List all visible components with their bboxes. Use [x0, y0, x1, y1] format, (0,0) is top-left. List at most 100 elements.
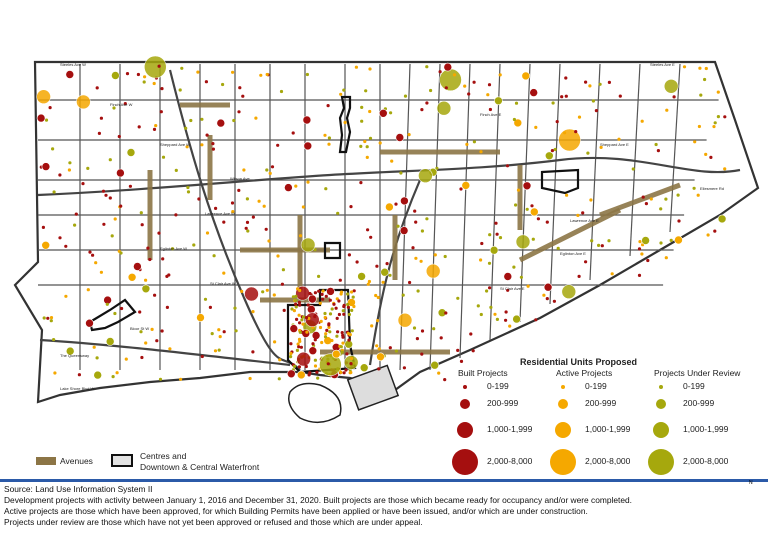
active-project-marker — [433, 253, 437, 257]
legend-range-label: 2,000-8,000 — [683, 456, 729, 466]
active-project-marker — [370, 324, 374, 328]
legend-marker — [558, 399, 568, 409]
review-project-marker — [435, 166, 439, 170]
built-project-marker — [137, 125, 141, 129]
review-project-marker — [294, 305, 298, 309]
active-project-marker — [704, 66, 708, 71]
review-project-marker — [292, 364, 297, 368]
built-project-marker — [157, 231, 161, 235]
active-project-marker — [376, 319, 380, 323]
built-project-marker — [504, 310, 508, 314]
built-project-marker — [677, 219, 681, 223]
review-project-marker — [126, 148, 136, 157]
built-project-marker — [555, 120, 559, 124]
review-project-marker — [203, 297, 208, 301]
built-project-marker — [345, 352, 349, 356]
review-project-marker — [142, 80, 146, 84]
review-project-marker — [412, 326, 417, 330]
active-project-marker — [292, 309, 296, 313]
review-project-marker — [420, 229, 424, 233]
built-project-marker — [325, 328, 329, 332]
active-project-marker — [461, 181, 471, 190]
review-project-marker — [289, 355, 293, 359]
legend-range-label: 200-999 — [585, 398, 617, 408]
built-project-marker — [467, 92, 471, 96]
built-project-marker — [291, 131, 295, 135]
review-project-marker — [399, 171, 403, 175]
built-project-marker — [369, 235, 373, 239]
active-project-marker — [254, 116, 258, 120]
review-project-marker — [277, 377, 281, 381]
built-project-marker — [123, 102, 127, 106]
active-project-marker — [508, 324, 512, 328]
review-project-marker — [68, 161, 72, 165]
active-project-marker — [313, 364, 318, 368]
built-project-marker — [530, 204, 534, 208]
review-project-marker — [659, 207, 663, 211]
legend-range-label: 1,000-1,999 — [683, 424, 729, 434]
built-project-marker — [388, 346, 392, 350]
built-project-marker — [342, 312, 346, 316]
centre-etobicoke — [88, 298, 137, 332]
active-project-marker — [127, 272, 137, 282]
built-project-marker — [395, 133, 405, 142]
active-project-marker — [323, 133, 327, 137]
active-project-marker — [463, 84, 467, 88]
built-project-marker — [230, 201, 235, 205]
built-project-marker — [251, 215, 255, 219]
active-project-marker — [640, 119, 644, 123]
footer-line-3: Projects under review are those which ha… — [4, 517, 423, 527]
road-network — [37, 63, 741, 371]
active-project-marker — [67, 168, 71, 172]
review-project-marker — [221, 82, 225, 87]
active-project-marker — [124, 357, 128, 361]
built-project-marker — [420, 108, 424, 112]
review-project-marker — [86, 166, 90, 170]
built-project-marker — [138, 310, 142, 314]
active-project-marker — [696, 193, 700, 197]
active-project-marker — [534, 125, 538, 129]
active-project-marker — [213, 349, 218, 353]
active-project-marker — [231, 70, 235, 74]
active-project-marker — [368, 109, 372, 114]
street-label: St Clair Ave E — [500, 286, 525, 291]
active-project-marker — [589, 198, 593, 202]
active-project-marker — [697, 124, 702, 129]
active-project-marker — [86, 288, 90, 292]
active-project-marker — [301, 322, 305, 326]
review-project-marker — [512, 117, 517, 122]
review-project-marker — [512, 314, 521, 324]
active-project-marker — [200, 143, 204, 147]
built-project-marker — [488, 107, 492, 112]
built-project-marker — [713, 229, 717, 233]
active-project-marker — [267, 239, 271, 243]
active-project-marker — [298, 234, 303, 238]
built-project-marker — [282, 308, 286, 312]
review-project-marker — [591, 99, 596, 103]
legend-marker — [555, 422, 571, 438]
review-project-marker — [664, 197, 668, 201]
built-project-marker — [119, 204, 123, 208]
review-project-marker — [324, 187, 328, 191]
built-project-marker — [327, 323, 331, 327]
built-project-marker — [108, 196, 112, 200]
street-label: Sheppard Ave W — [160, 142, 190, 147]
review-project-marker — [295, 348, 299, 352]
built-project-marker — [286, 369, 296, 379]
review-project-marker — [514, 101, 519, 105]
active-project-marker — [144, 341, 148, 345]
built-project-marker — [487, 83, 492, 87]
built-project-marker — [46, 316, 50, 320]
active-project-marker — [347, 298, 356, 307]
active-project-marker — [36, 89, 51, 104]
active-project-marker — [265, 72, 269, 77]
review-project-marker — [389, 111, 393, 115]
built-project-marker — [136, 72, 140, 77]
built-project-marker — [148, 257, 152, 262]
active-project-marker — [265, 288, 269, 292]
review-project-marker — [456, 296, 460, 300]
active-project-marker — [493, 312, 497, 316]
review-project-marker — [432, 327, 436, 331]
built-project-marker — [294, 302, 298, 306]
built-project-marker — [543, 282, 553, 292]
